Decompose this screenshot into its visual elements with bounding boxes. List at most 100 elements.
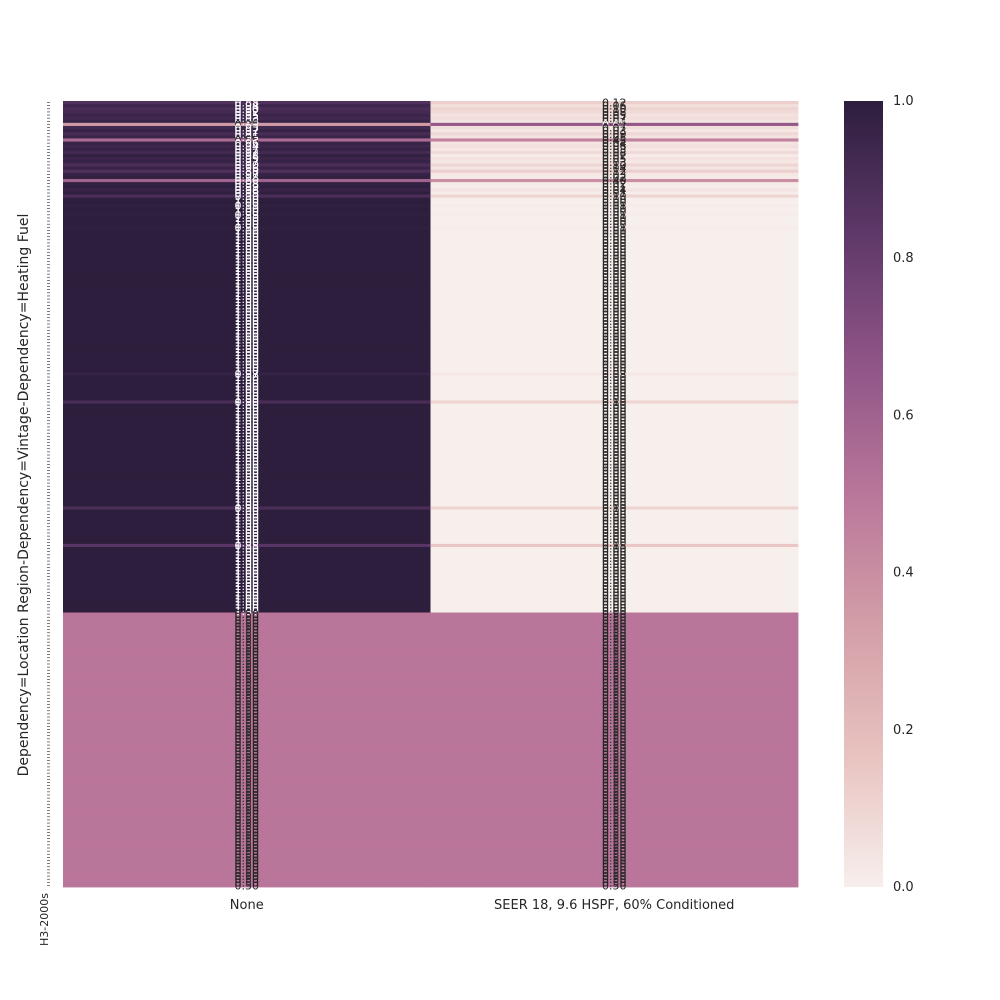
cell-annotation: 0.00 <box>602 577 627 590</box>
heatmap-cell <box>63 618 431 623</box>
cell-annotation: 1.00 <box>235 224 260 237</box>
cell-annotation: 0.50 <box>235 770 260 783</box>
cell-annotation: 0.97 <box>235 368 260 381</box>
cell-annotation: 0.50 <box>602 642 627 655</box>
cell-annotation: 0.50 <box>602 764 627 777</box>
heatmap-cell <box>63 584 431 588</box>
cell-annotation: 0.50 <box>235 792 260 805</box>
cell-annotation: 0.50 <box>235 808 260 821</box>
heatmap-cell <box>63 593 431 598</box>
cell-annotation: 0.00 <box>602 571 627 584</box>
cell-annotation: 1.00 <box>235 365 260 378</box>
cell-annotation: 0.02 <box>602 171 627 184</box>
cell-annotation: 0.50 <box>235 826 260 839</box>
cell-annotations: 0.88 0.12 0.94 0.06 0.90 0.10 0.92 0.08 0.95 0.05… <box>235 97 627 893</box>
cell-annotation: 0.50 <box>602 646 627 659</box>
heatmap-cell <box>430 858 799 863</box>
cell-annotation: 0.50 <box>602 686 627 699</box>
cell-annotation: 1.00 <box>235 387 260 400</box>
heatmap-cell <box>63 877 431 882</box>
heatmap-cell <box>430 609 799 613</box>
heatmap-cell <box>430 687 799 691</box>
cell-annotation: 0.90 <box>235 159 260 172</box>
cell-annotation: 1.00 <box>235 589 260 602</box>
cell-annotation: 1.00 <box>235 599 260 612</box>
cell-annotation: 0.50 <box>235 758 260 771</box>
cell-annotation: 0.00 <box>602 380 627 393</box>
cell-annotation: 0.00 <box>602 480 627 493</box>
cell-annotation: 1.00 <box>235 424 260 437</box>
heatmap-cell <box>430 490 799 495</box>
cell-annotation: 0.04 <box>602 115 627 128</box>
cell-annotation: 0.50 <box>602 736 627 749</box>
heatmap-cell <box>63 197 431 202</box>
heatmap-cell <box>63 129 431 133</box>
cell-annotation: 1.00 <box>235 393 260 406</box>
cell-annotation: 1.00 <box>235 433 260 446</box>
cell-annotation: 1.00 <box>235 268 260 281</box>
heatmap-cell <box>430 840 799 844</box>
heatmap-cell <box>63 512 431 517</box>
heatmap-cell <box>430 397 799 401</box>
heatmap-cell <box>430 868 799 872</box>
heatmap-cell <box>430 359 799 364</box>
heatmap-cell <box>430 777 799 782</box>
cell-annotation: 0.50 <box>602 649 627 662</box>
cell-annotation: 0.90 <box>235 190 260 203</box>
heatmap-cell <box>63 238 431 242</box>
cell-annotation: 0.50 <box>235 801 260 814</box>
cell-annotation: 0.00 <box>602 374 627 387</box>
cell-annotation: 0.50 <box>235 674 260 687</box>
cell-annotation: 0.50 <box>235 624 260 637</box>
cell-annotation: 0.97 <box>235 168 260 181</box>
heatmap-cell <box>430 250 799 255</box>
cell-annotation: 0.00 <box>602 390 627 403</box>
heatmap-cell <box>63 621 431 626</box>
heatmap-cell <box>63 731 431 735</box>
heatmap-cell <box>63 678 431 682</box>
cell-annotation: 0.10 <box>602 190 627 203</box>
cell-annotation: 0.00 <box>602 206 627 219</box>
heatmap-cell <box>63 518 431 523</box>
heatmap-cell <box>430 200 799 205</box>
heatmap-cell <box>63 141 431 146</box>
heatmap-cell <box>430 378 799 383</box>
heatmap-cell <box>63 525 431 529</box>
cell-annotation: 0.50 <box>602 633 627 646</box>
heatmap-cell <box>430 606 799 610</box>
heatmap-cell <box>430 225 799 230</box>
heatmap-cell <box>63 200 431 205</box>
heatmap-cell <box>430 787 799 791</box>
heatmap-cell <box>430 512 799 517</box>
cell-annotation: 0.50 <box>235 667 260 680</box>
cell-annotation: 0.50 <box>602 627 627 640</box>
heatmap-cell <box>63 344 431 348</box>
cell-annotation: 1.00 <box>235 571 260 584</box>
cell-annotation: 0.00 <box>602 511 627 524</box>
cell-annotation: 1.00 <box>235 243 260 256</box>
heatmap-cell <box>430 169 799 174</box>
heatmap-cell <box>430 503 799 507</box>
cell-annotation: 0.50 <box>602 695 627 708</box>
cell-annotation: 0.00 <box>602 218 627 231</box>
cell-annotation: 0.00 <box>602 399 627 412</box>
heatmap-cell <box>430 275 799 280</box>
colorbar-tick-label: 0.4 <box>893 566 914 581</box>
cell-annotation: 0.00 <box>602 564 627 577</box>
heatmap-cell <box>63 649 431 654</box>
heatmap-cell <box>430 824 799 829</box>
heatmap-cell <box>63 363 431 367</box>
cell-annotation: 1.00 <box>235 536 260 549</box>
heatmap-cell <box>430 525 799 529</box>
cell-annotation: 1.00 <box>235 440 260 453</box>
cell-annotation: 1.00 <box>235 246 260 259</box>
heatmap-cell <box>430 584 799 588</box>
heatmap-cell <box>430 737 799 741</box>
heatmap-cell <box>63 275 431 280</box>
cell-annotation: 0.50 <box>602 761 627 774</box>
cell-annotation: 0.90 <box>235 396 260 409</box>
heatmap-cell <box>63 737 431 741</box>
cell-annotation: 0.50 <box>602 748 627 761</box>
cell-annotation: 0.00 <box>602 543 627 556</box>
